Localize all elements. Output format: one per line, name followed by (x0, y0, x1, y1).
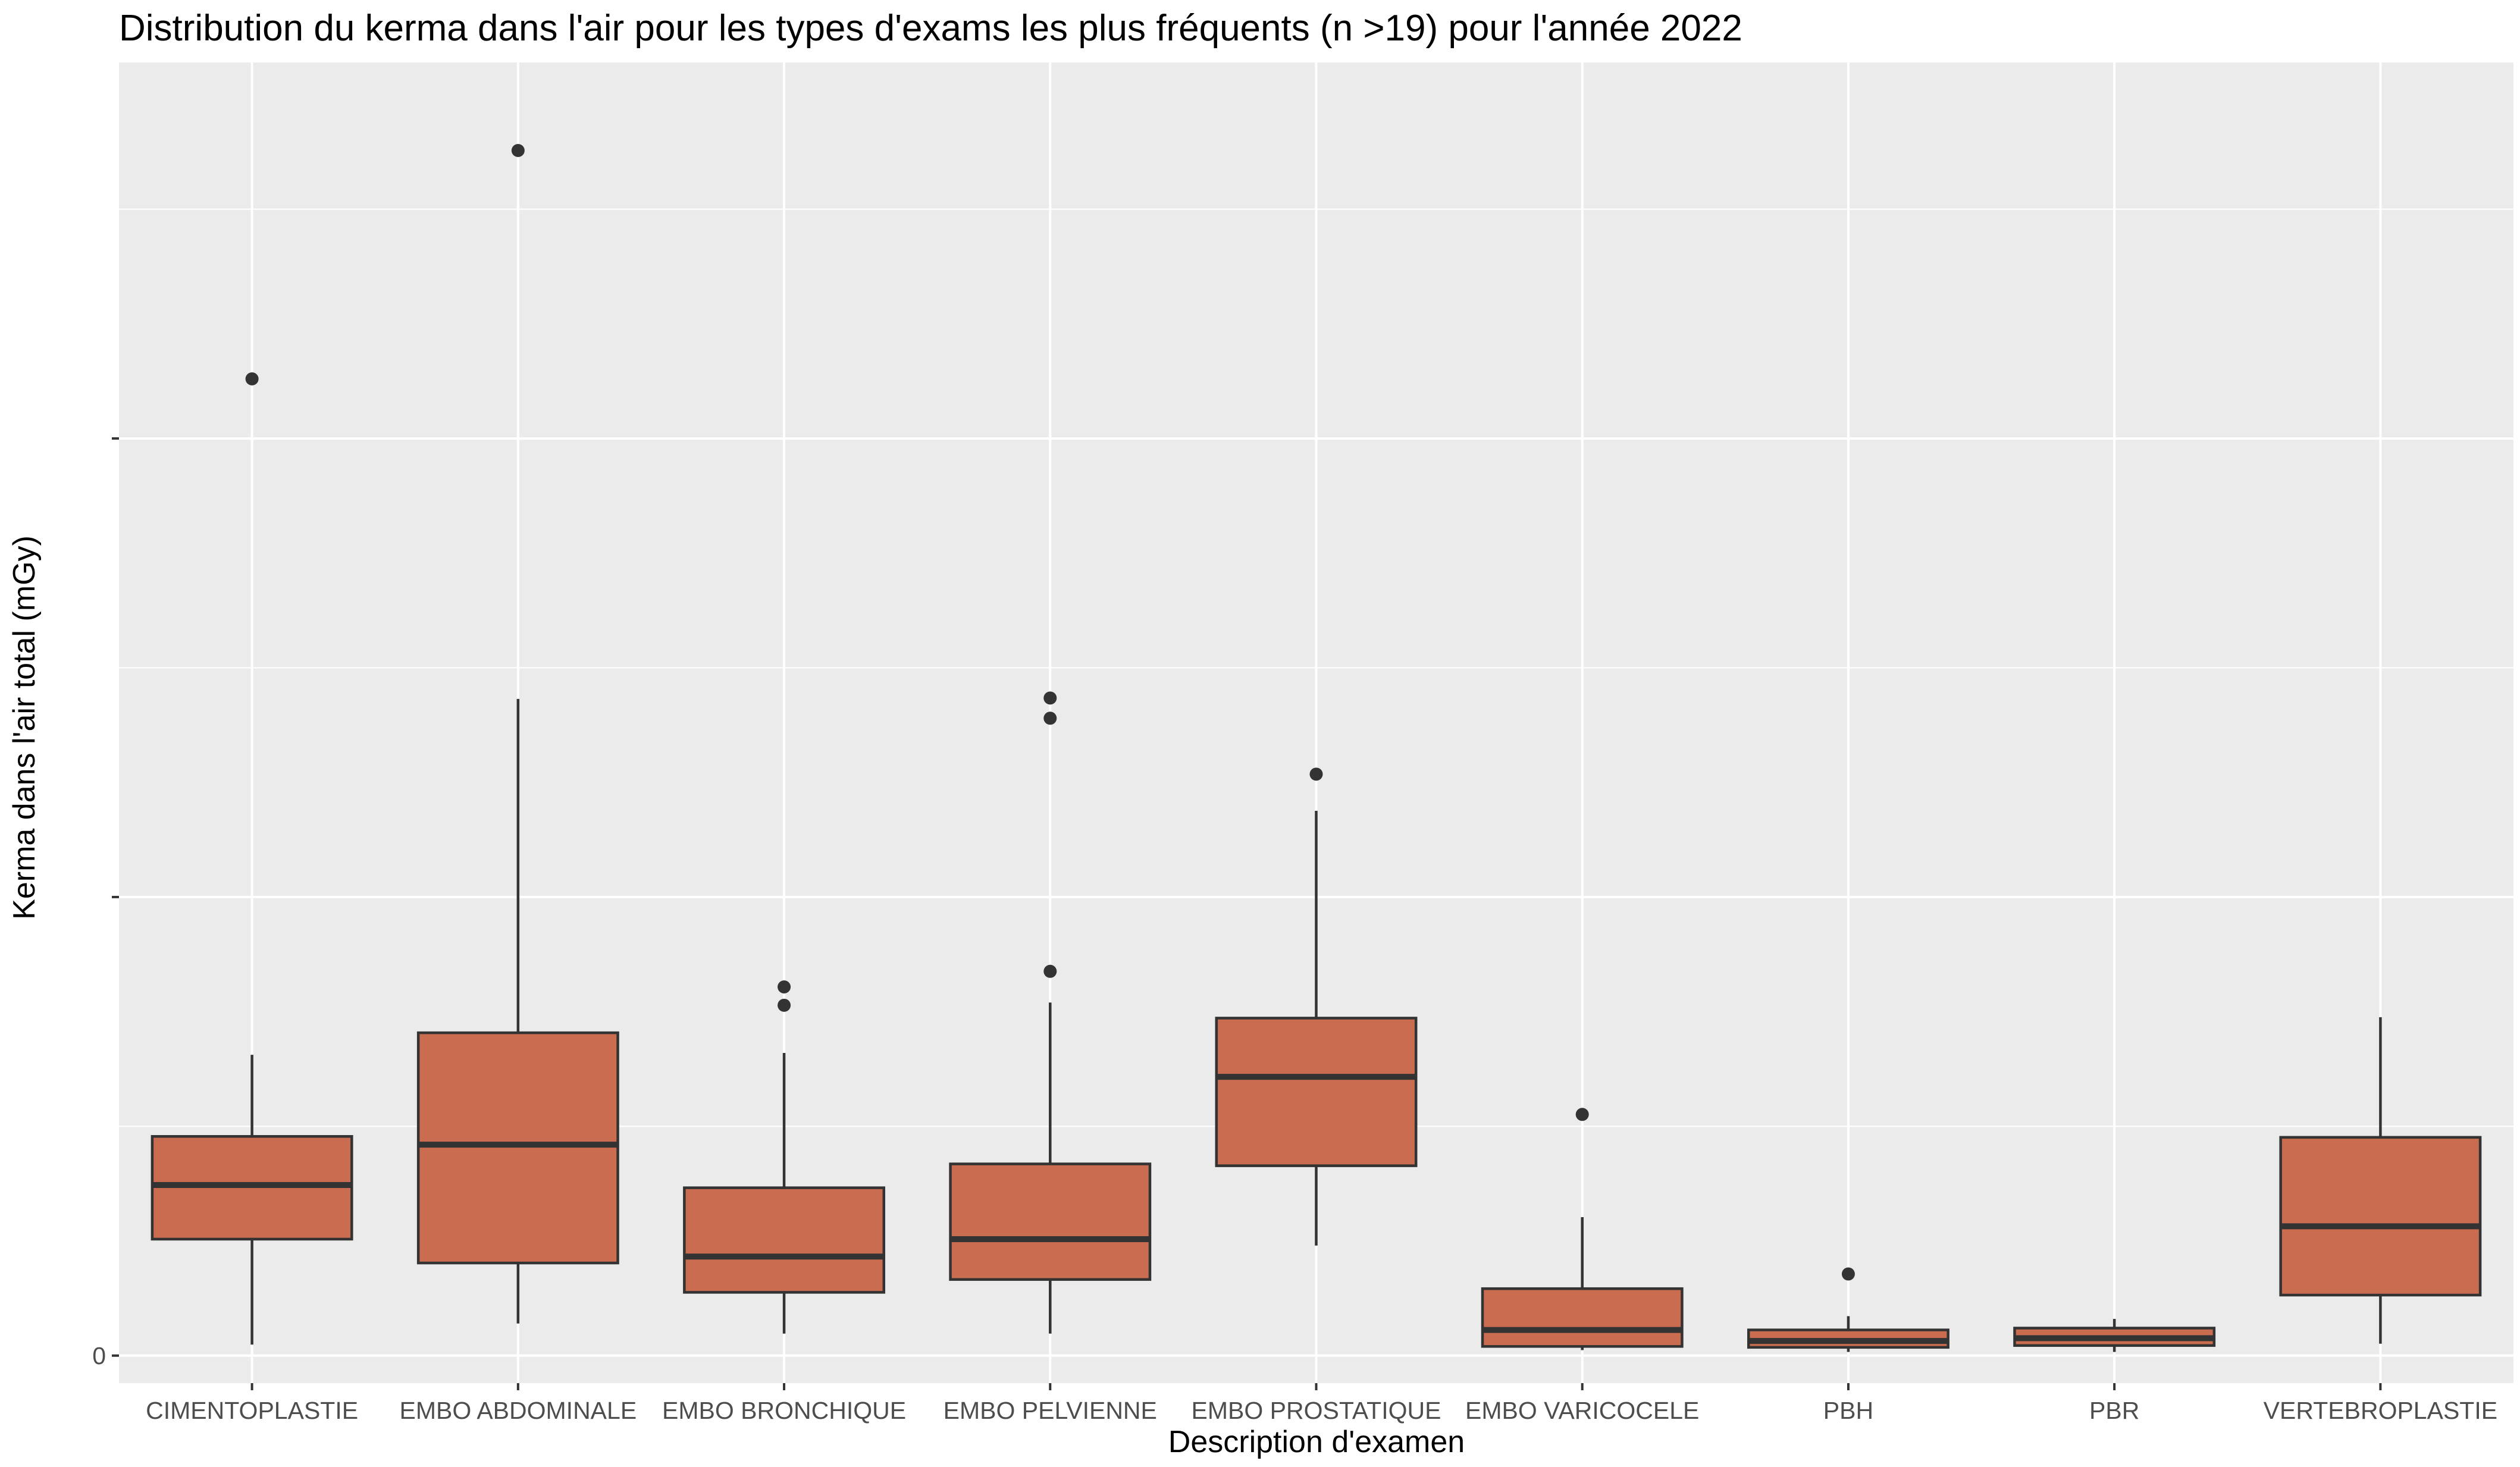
x-tick-label: PBR (2089, 1397, 2139, 1424)
x-tick-label: EMBO PROSTATIQUE (1192, 1397, 1441, 1424)
outlier-point (778, 980, 791, 993)
y-tick-labels: 0 (92, 1342, 106, 1369)
outlier-point (1841, 1267, 1855, 1281)
outlier-point (1309, 767, 1323, 781)
box-embo-pelvienne (949, 691, 1152, 1334)
x-tick-label: CIMENTOPLASTIE (146, 1397, 358, 1424)
box-embo-bronchique (683, 980, 886, 1334)
box-iqr (1215, 1017, 1418, 1167)
y-tick-label: 0 (92, 1342, 106, 1369)
y-axis-title: Kerma dans l'air total (mGy) (7, 535, 42, 920)
outlier-point (1043, 964, 1057, 978)
box-iqr (949, 1162, 1152, 1281)
box-iqr (2279, 1136, 2482, 1297)
x-tick-label: EMBO VARICOCELE (1465, 1397, 1699, 1424)
box-iqr (416, 1031, 619, 1265)
outlier-point (1575, 1108, 1589, 1121)
boxes-layer (151, 144, 2482, 1352)
x-tick-label: EMBO BRONCHIQUE (662, 1397, 906, 1424)
outlier-point (245, 372, 259, 385)
box-vertebroplastie (2279, 1017, 2482, 1344)
x-tick-label: VERTEBROPLASTIE (2264, 1397, 2497, 1424)
box-embo-prostatique (1215, 767, 1418, 1246)
box-iqr (683, 1186, 886, 1294)
box-pbr (2013, 1319, 2216, 1352)
outlier-point (778, 998, 791, 1012)
outlier-point (1043, 711, 1057, 725)
outlier-point (1043, 691, 1057, 705)
box-embo-abdominale (416, 144, 619, 1324)
outlier-point (511, 144, 525, 157)
box-pbh (1747, 1267, 1949, 1352)
box-embo-varicocele (1481, 1108, 1684, 1350)
chart-title: Distribution du kerma dans l'air pour le… (119, 8, 1742, 49)
x-tick-label: EMBO PELVIENNE (944, 1397, 1157, 1424)
x-tick-label: EMBO ABDOMINALE (399, 1397, 637, 1424)
axis-ticks (112, 437, 2382, 1390)
x-tick-labels: CIMENTOPLASTIE EMBO ABDOMINALE EMBO BRONCH… (146, 1397, 2497, 1424)
box-iqr (1481, 1287, 1684, 1348)
x-axis-title: Description d'examen (1168, 1425, 1465, 1459)
box-cimentoplastie (151, 372, 353, 1345)
x-tick-label: PBH (1823, 1397, 1873, 1424)
